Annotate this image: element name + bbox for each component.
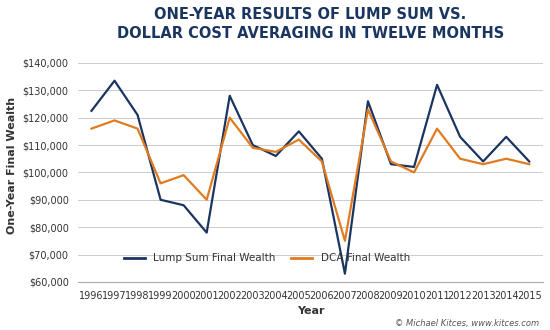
Title: ONE-YEAR RESULTS OF LUMP SUM VS.
DOLLAR COST AVERAGING IN TWELVE MONTHS: ONE-YEAR RESULTS OF LUMP SUM VS. DOLLAR … <box>117 7 504 41</box>
Legend: Lump Sum Final Wealth, DCA Final Wealth: Lump Sum Final Wealth, DCA Final Wealth <box>120 249 414 267</box>
X-axis label: Year: Year <box>296 307 324 316</box>
Y-axis label: One-Year Final Wealth: One-Year Final Wealth <box>7 97 17 234</box>
Text: © Michael Kitces, www.kitces.com: © Michael Kitces, www.kitces.com <box>395 319 539 328</box>
